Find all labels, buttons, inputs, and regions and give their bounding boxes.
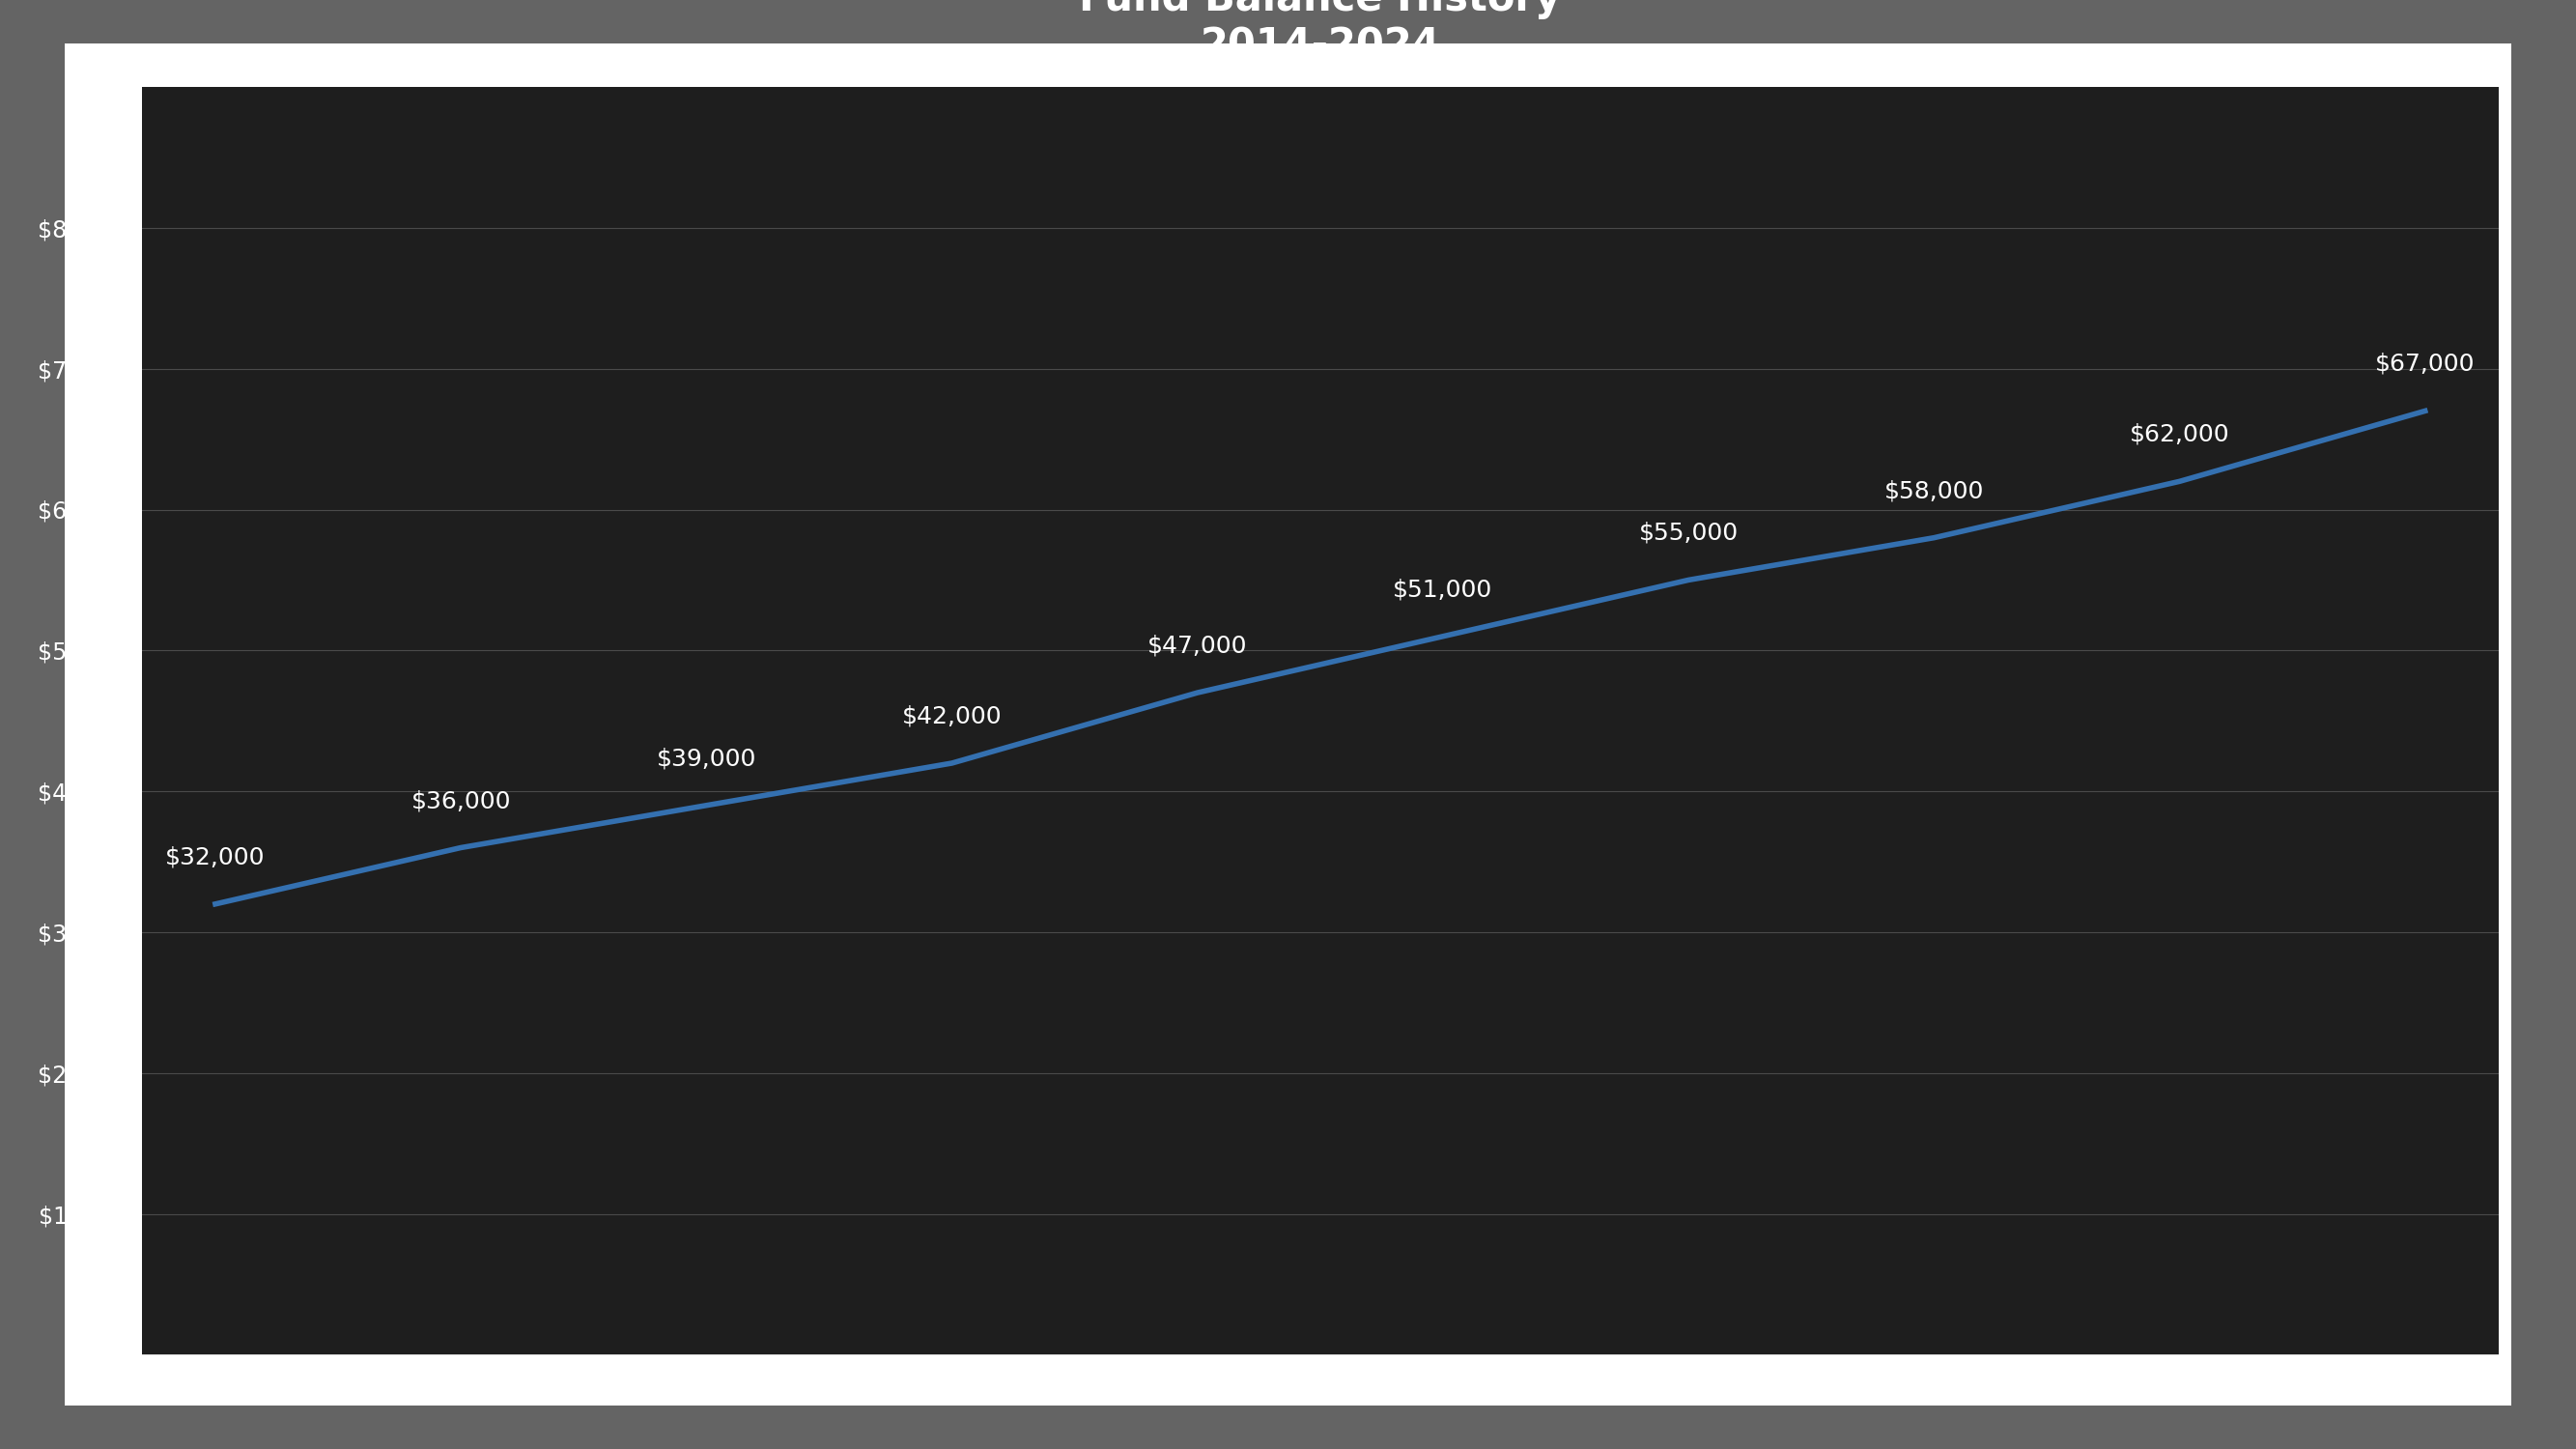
Text: $67,000: $67,000: [2375, 352, 2476, 375]
Text: $32,000: $32,000: [165, 846, 265, 869]
Text: $42,000: $42,000: [902, 704, 1002, 727]
Text: $47,000: $47,000: [1146, 635, 1247, 658]
Text: $51,000: $51,000: [1394, 578, 1494, 601]
Title: Fund Balance History
2014-2024: Fund Balance History 2014-2024: [1079, 0, 1561, 67]
Text: $58,000: $58,000: [1883, 480, 1984, 503]
Text: $39,000: $39,000: [657, 748, 757, 771]
Text: $55,000: $55,000: [1638, 522, 1739, 545]
Text: $62,000: $62,000: [2130, 423, 2231, 446]
Text: $36,000: $36,000: [412, 790, 510, 813]
